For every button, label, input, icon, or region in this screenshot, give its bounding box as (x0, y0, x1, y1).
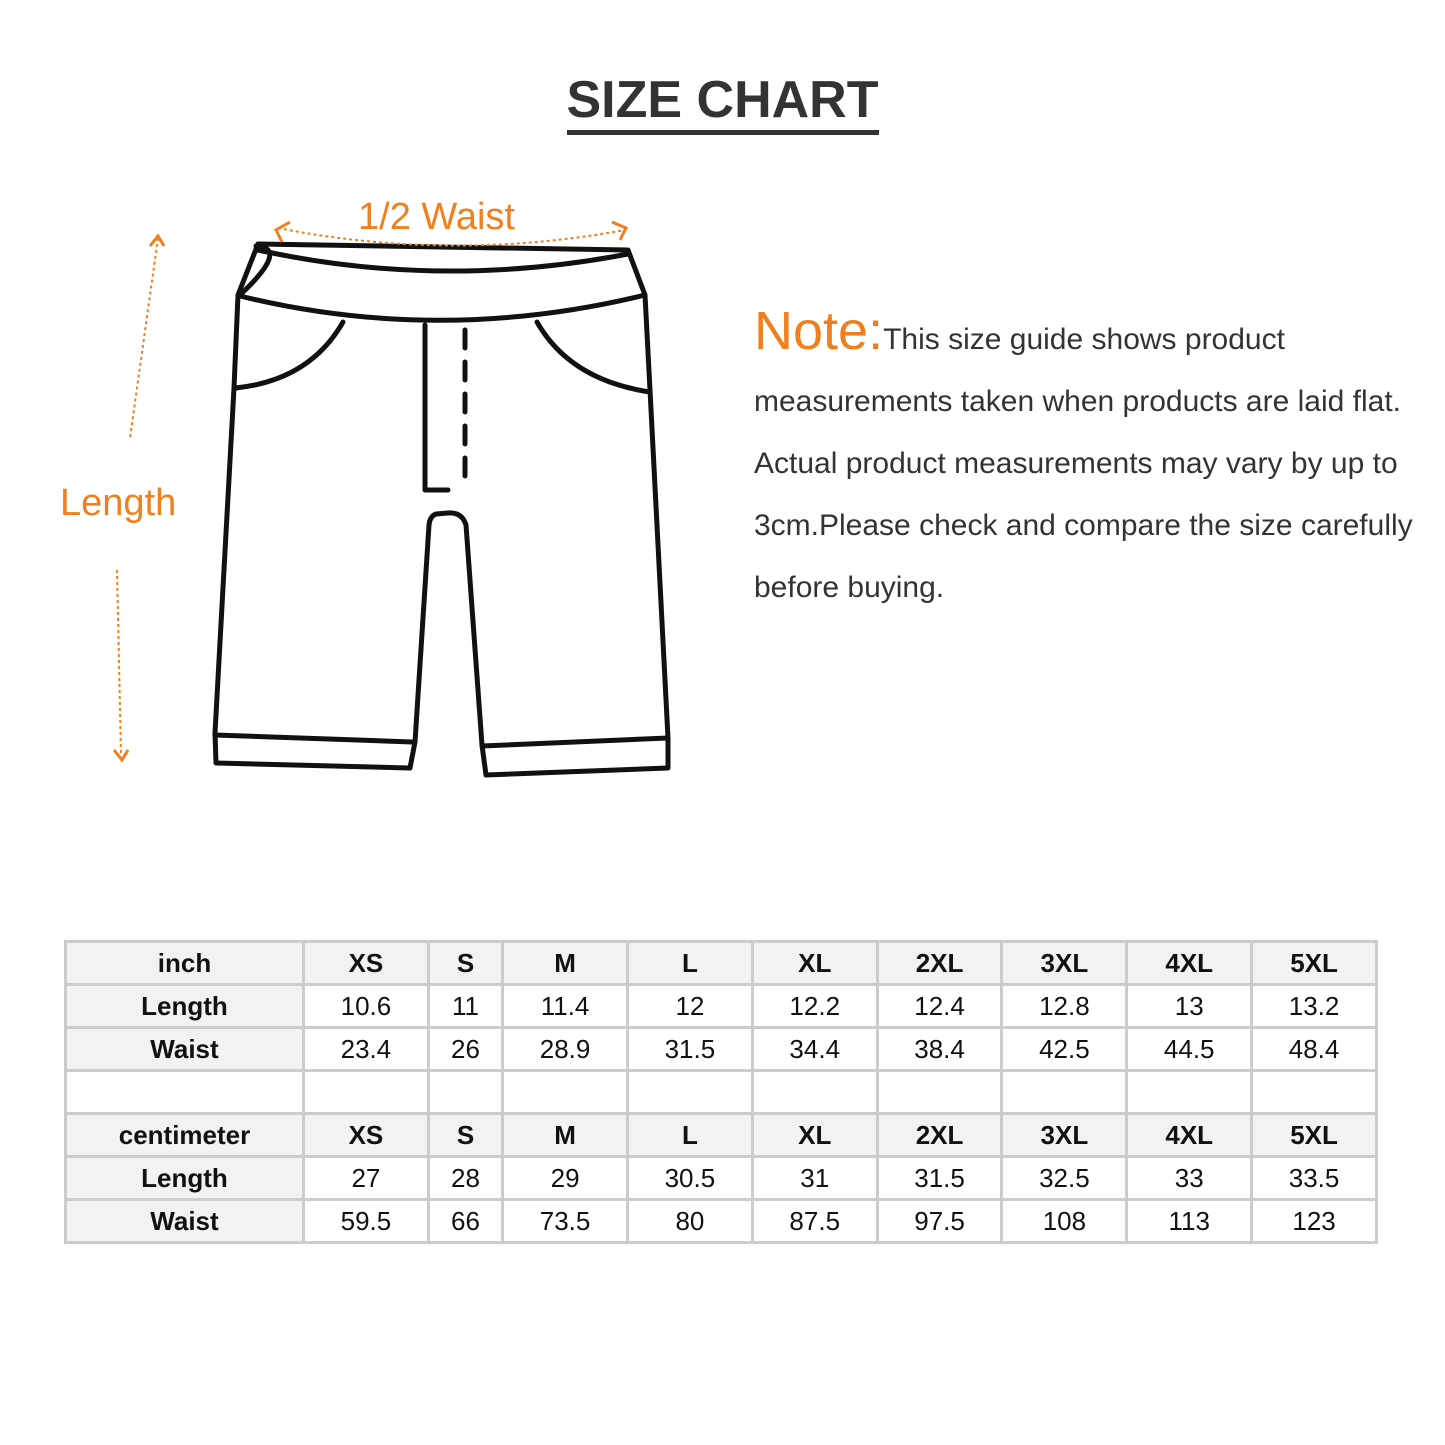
unit-header: inch (64, 940, 305, 986)
note-heading: Note: (754, 301, 884, 361)
table-cell: 10.6 (302, 983, 430, 1029)
table-cell: 29 (501, 1155, 629, 1201)
table-cell: 23.4 (302, 1026, 430, 1072)
row-label: Length (64, 1155, 305, 1201)
table-cell: 33 (1125, 1155, 1254, 1201)
table-cell: 30.5 (625, 1155, 754, 1201)
table-cell: 31.5 (625, 1026, 754, 1072)
size-header: XS (302, 1112, 430, 1158)
table-cell: 12.2 (750, 983, 879, 1029)
note-body: This size guide shows product measuremen… (754, 323, 1413, 604)
note-text: Note:This size guide shows product measu… (754, 300, 1414, 619)
empty-cell (1000, 1069, 1129, 1115)
size-header: L (625, 940, 754, 986)
size-header: 3XL (1000, 1112, 1129, 1158)
size-header: M (501, 940, 629, 986)
table-cell: 108 (1000, 1198, 1129, 1244)
table-cell: 73.5 (501, 1198, 629, 1244)
table-cell: 26 (426, 1026, 505, 1072)
table-cell: 11 (426, 983, 505, 1029)
table-cell: 113 (1125, 1198, 1254, 1244)
size-header: 2XL (875, 940, 1004, 986)
empty-cell (875, 1069, 1004, 1115)
table-cell: 80 (625, 1198, 754, 1244)
unit-header: centimeter (64, 1112, 305, 1158)
size-chart-title: SIZE CHART (566, 70, 879, 135)
table-cell: 31 (750, 1155, 879, 1201)
table-cell: 31.5 (875, 1155, 1004, 1201)
size-header: 4XL (1125, 1112, 1254, 1158)
empty-cell (64, 1069, 305, 1115)
table-row: Length 10.6 11 11.4 12 12.2 12.4 12.8 13 13.2 (64, 983, 1378, 1029)
size-header: XL (750, 940, 879, 986)
size-header: XL (750, 1112, 879, 1158)
size-header: 4XL (1125, 940, 1254, 986)
table-cell: 87.5 (750, 1198, 879, 1244)
size-header: M (501, 1112, 629, 1158)
table-cell: 11.4 (501, 983, 629, 1029)
size-header: 5XL (1250, 1112, 1378, 1158)
table-cell: 27 (302, 1155, 430, 1201)
size-header: S (426, 940, 505, 986)
size-header: XS (302, 940, 430, 986)
empty-cell (625, 1069, 754, 1115)
shorts-diagram: 1/2 Waist Length (0, 180, 720, 800)
table-cell: 12.8 (1000, 983, 1129, 1029)
empty-cell (750, 1069, 879, 1115)
table-cell: 13 (1125, 983, 1254, 1029)
table-cell: 34.4 (750, 1026, 879, 1072)
size-table: inch XS S M L XL 2XL 3XL 4XL 5XL Length 10.6 11 11.4 1… (64, 940, 1378, 1244)
table-cell: 44.5 (1125, 1026, 1254, 1072)
table-cell: 12.4 (875, 983, 1004, 1029)
empty-cell (1125, 1069, 1254, 1115)
size-header: 3XL (1000, 940, 1129, 986)
table-row: Waist 23.4 26 28.9 31.5 34.4 38.4 42.5 44.5 48.4 (64, 1026, 1378, 1072)
table-cell: 12 (625, 983, 754, 1029)
row-label: Length (64, 983, 305, 1029)
table-header-row: centimeter XS S M L XL 2XL 3XL 4XL 5XL (64, 1112, 1378, 1158)
empty-cell (426, 1069, 505, 1115)
size-header: 2XL (875, 1112, 1004, 1158)
table-cell: 48.4 (1250, 1026, 1378, 1072)
size-header: L (625, 1112, 754, 1158)
spacer-row (64, 1069, 1378, 1115)
table-cell: 97.5 (875, 1198, 1004, 1244)
table-row: Length 27 28 29 30.5 31 31.5 32.5 33 33.5 (64, 1155, 1378, 1201)
shorts-illustration (112, 220, 671, 778)
row-label: Waist (64, 1026, 305, 1072)
table-cell: 38.4 (875, 1026, 1004, 1072)
table-cell: 32.5 (1000, 1155, 1129, 1201)
empty-cell (302, 1069, 430, 1115)
size-header: S (426, 1112, 505, 1158)
table-cell: 13.2 (1250, 983, 1378, 1029)
page-title: SIZE CHART (0, 70, 1445, 135)
length-label: Length (60, 482, 177, 524)
table-cell: 59.5 (302, 1198, 430, 1244)
table-cell: 42.5 (1000, 1026, 1129, 1072)
row-label: Waist (64, 1198, 305, 1244)
table-header-row: inch XS S M L XL 2XL 3XL 4XL 5XL (64, 940, 1378, 986)
table-row: Waist 59.5 66 73.5 80 87.5 97.5 108 113 123 (64, 1198, 1378, 1244)
table-cell: 123 (1250, 1198, 1378, 1244)
table-cell: 66 (426, 1198, 505, 1244)
empty-cell (1250, 1069, 1378, 1115)
table-cell: 28 (426, 1155, 505, 1201)
half-waist-label: 1/2 Waist (358, 196, 515, 238)
table-cell: 28.9 (501, 1026, 629, 1072)
table-cell: 33.5 (1250, 1155, 1378, 1201)
empty-cell (501, 1069, 629, 1115)
size-header: 5XL (1250, 940, 1378, 986)
